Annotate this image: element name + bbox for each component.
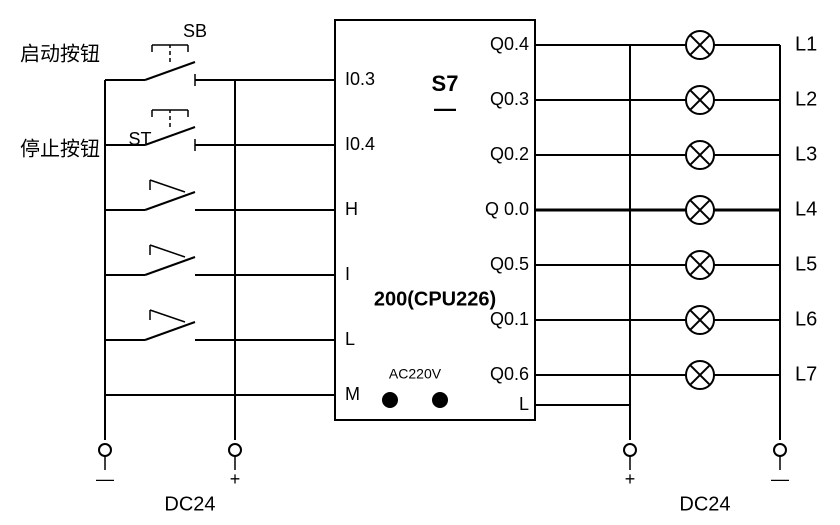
right-port-Q0_0: Q 0.0 [485,199,529,219]
right-plus: + [625,469,636,489]
right-port-Q0_1: Q0.1 [490,309,529,329]
right-port-Q0_3: Q0.3 [490,89,529,109]
left-port-I0_3: I0.3 [345,69,375,89]
left-port-I: I [345,264,350,284]
left-port-M: M [345,384,360,404]
lamp-label-Q0_4: L1 [795,33,817,55]
plc-sub: 200(CPU226) [374,288,496,310]
left-plus: + [230,469,241,489]
lamp-label-Q0_1: L6 [795,308,817,330]
dc24-left: DC24 [164,493,215,515]
right-port-Q0_2: Q0.2 [490,144,529,164]
right-minus: — [771,469,789,489]
label-st: ST [128,129,151,149]
plc-title: S7 [432,71,459,96]
right-port-Q0_4: Q0.4 [490,34,529,54]
dc24-right: DC24 [679,493,730,515]
label-sb: SB [183,21,207,41]
lamp-label-Q0_6: L7 [795,363,817,385]
label-stop: 停止按钮 [20,137,100,160]
lamp-label-Q0_5: L5 [795,253,817,275]
right-L: L [519,394,529,414]
left-minus: — [96,469,114,489]
right-port-Q0_5: Q0.5 [490,254,529,274]
plc-dash: — [434,96,456,121]
left-port-H: H [345,199,358,219]
lamp-label-Q0_3: L2 [795,88,817,110]
right-port-Q0_6: Q0.6 [490,364,529,384]
lamp-label-Q0_0: L4 [795,198,817,220]
left-port-I0_4: I0.4 [345,134,375,154]
left-port-L_in: L [345,329,355,349]
lamp-label-Q0_2: L3 [795,143,817,165]
label-start: 启动按钮 [20,42,100,65]
ac-label: AC220V [389,366,442,382]
